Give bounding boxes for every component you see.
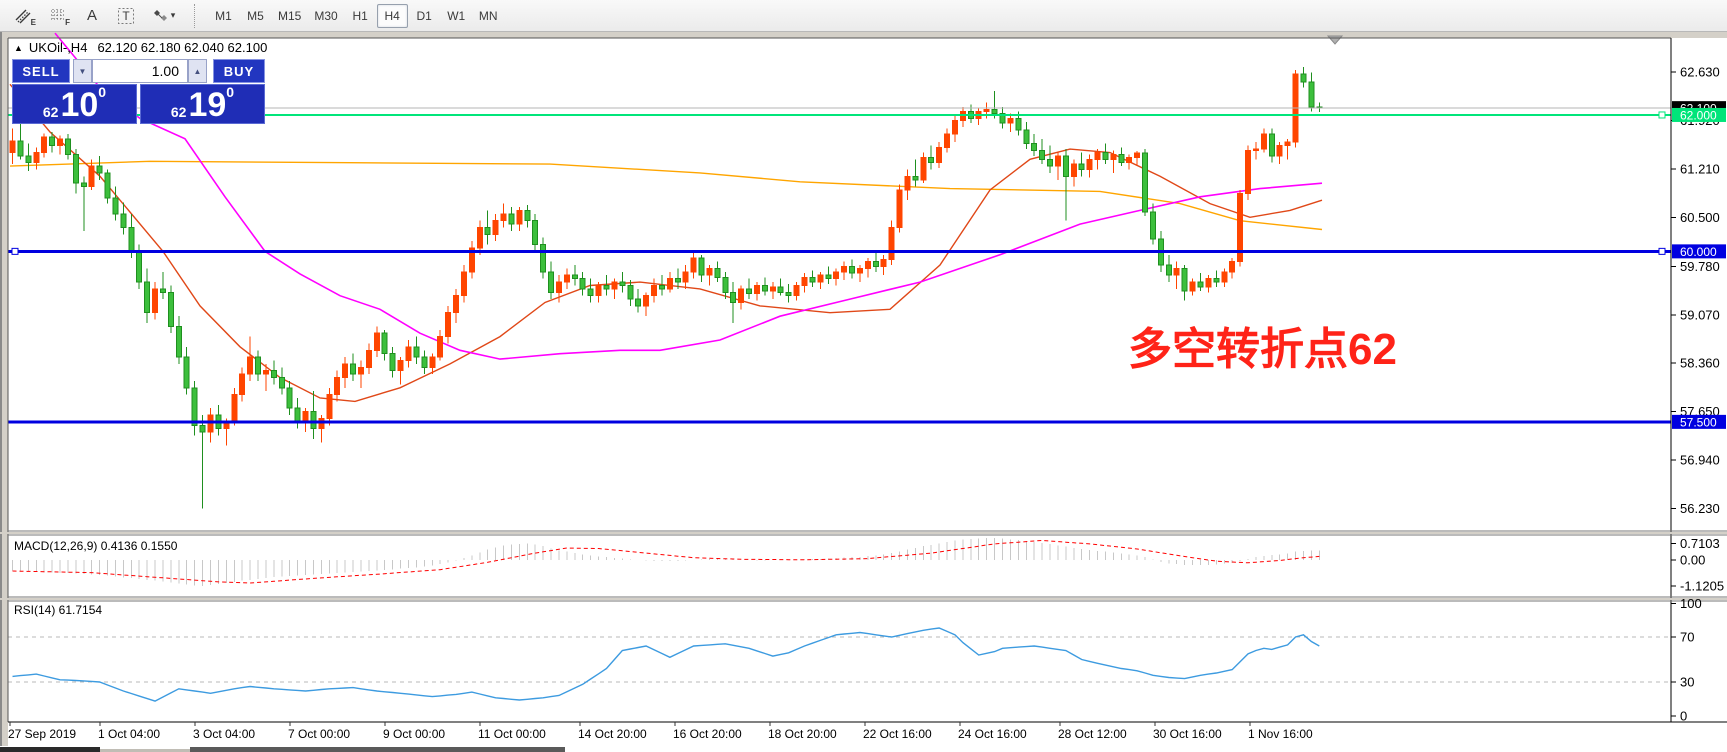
timeframe-h1[interactable]: H1 (345, 4, 376, 28)
sell-price-box[interactable]: 62 10 0 (12, 84, 137, 124)
text-label-icon[interactable]: A (76, 3, 108, 29)
price-axis: 62.63061.92061.21060.50059.78059.07058.3… (1671, 65, 1724, 723)
svg-text:T: T (122, 9, 130, 23)
timeframe-m5[interactable]: M5 (240, 4, 271, 28)
svg-text:56.230: 56.230 (1680, 501, 1720, 516)
svg-text:56.940: 56.940 (1680, 453, 1720, 468)
svg-text:100: 100 (1680, 596, 1702, 611)
svg-text:28 Oct 12:00: 28 Oct 12:00 (1058, 727, 1127, 741)
svg-text:18 Oct 20:00: 18 Oct 20:00 (768, 727, 837, 741)
timeframe-mn[interactable]: MN (473, 4, 504, 28)
svg-text:22 Oct 16:00: 22 Oct 16:00 (863, 727, 932, 741)
chart-annotation-text: 多空转折点62 (1128, 325, 1397, 374)
timeframe-h4[interactable]: H4 (376, 3, 408, 28)
svg-text:27 Sep 2019: 27 Sep 2019 (8, 727, 76, 741)
chart-header: ▲ UKOil-,H4 62.120 62.180 62.040 62.100 (14, 40, 267, 55)
svg-text:24 Oct 16:00: 24 Oct 16:00 (958, 727, 1027, 741)
timeframe-w1[interactable]: W1 (441, 4, 472, 28)
fibonacci-grid-icon[interactable]: F (42, 3, 74, 29)
svg-text:30: 30 (1680, 675, 1694, 690)
hline-handle (11, 247, 19, 255)
svg-text:16 Oct 20:00: 16 Oct 20:00 (673, 727, 742, 741)
macd-signal-line (12, 539, 1320, 584)
ma-slow-orange (9, 160, 1323, 231)
buy-price-frac: 0 (226, 84, 235, 100)
svg-text:60.500: 60.500 (1680, 210, 1720, 225)
trade-panel-price-row: 62 10 0 62 19 0 (12, 84, 265, 124)
timeframe-d1[interactable]: D1 (409, 4, 440, 28)
toolbar-separator (194, 3, 196, 28)
svg-text:62.000: 62.000 (1680, 108, 1717, 122)
volume-input[interactable] (92, 59, 188, 83)
svg-text:62.630: 62.630 (1680, 65, 1720, 80)
svg-text:11 Oct 00:00: 11 Oct 00:00 (478, 727, 546, 741)
sell-price-frac: 0 (98, 84, 107, 100)
collapse-triangle-icon[interactable]: ▲ (14, 43, 23, 53)
toolbar: E F A T ▾ M1 M5 M15 M30 H1 H4 D1 W1 MN (0, 0, 1727, 32)
hline-handle (1658, 111, 1666, 119)
symbol-period-label: UKOil-,H4 (28, 40, 88, 55)
macd-pane-title: MACD(12,26,9) 0.4136 0.1550 (14, 539, 178, 553)
svg-text:7 Oct 00:00: 7 Oct 00:00 (288, 727, 350, 741)
arrow-objects-icon[interactable]: ▾ (144, 3, 184, 29)
trade-panel-top-row: SELL ▼ ▲ BUY (12, 59, 265, 83)
volume-decrease-button[interactable]: ▼ (73, 59, 92, 83)
svg-text:3 Oct 04:00: 3 Oct 04:00 (193, 727, 255, 741)
svg-text:58.360: 58.360 (1680, 356, 1720, 371)
equidistant-channel-icon[interactable]: E (8, 3, 40, 29)
svg-text:-1.1205: -1.1205 (1680, 578, 1724, 593)
svg-text:61.210: 61.210 (1680, 161, 1720, 176)
svg-text:0.00: 0.00 (1680, 553, 1705, 568)
one-click-trading-panel: SELL ▼ ▲ BUY 62 10 0 62 19 0 (12, 59, 265, 124)
svg-text:70: 70 (1680, 630, 1694, 645)
svg-text:0.7103: 0.7103 (1680, 536, 1720, 551)
svg-text:59.070: 59.070 (1680, 307, 1720, 322)
svg-text:0: 0 (1680, 708, 1687, 723)
svg-text:1 Oct 04:00: 1 Oct 04:00 (98, 727, 160, 741)
buy-price-base: 62 (170, 104, 187, 120)
rsi-line (12, 627, 1320, 702)
macd-pane (12, 538, 1320, 586)
timeframe-m30[interactable]: M30 (308, 4, 343, 28)
timeframe-m1[interactable]: M1 (208, 4, 239, 28)
svg-text:59.780: 59.780 (1680, 259, 1720, 274)
text-box-icon[interactable]: T (110, 3, 142, 29)
svg-text:57.500: 57.500 (1680, 415, 1717, 429)
svg-text:30 Oct 16:00: 30 Oct 16:00 (1153, 727, 1222, 741)
sell-price-pips: 10 (60, 86, 99, 124)
svg-text:1 Nov 16:00: 1 Nov 16:00 (1248, 727, 1313, 741)
svg-text:14 Oct 20:00: 14 Oct 20:00 (578, 727, 647, 741)
timeframe-group: M1 M5 M15 M30 H1 H4 D1 W1 MN (208, 3, 504, 28)
chevron-down-icon: ▾ (170, 10, 176, 20)
ma-magenta (54, 32, 1323, 360)
buy-price-box[interactable]: 62 19 0 (140, 84, 265, 124)
sell-button[interactable]: SELL (12, 59, 70, 83)
svg-text:60.000: 60.000 (1680, 245, 1717, 259)
volume-increase-button[interactable]: ▲ (188, 59, 207, 83)
candles-group (9, 67, 1323, 509)
buy-button[interactable]: BUY (213, 59, 265, 83)
sell-price-base: 62 (42, 104, 59, 120)
hline-handle (1658, 247, 1666, 255)
buy-price-pips: 19 (188, 86, 227, 124)
ohlc-values: 62.120 62.180 62.040 62.100 (97, 40, 268, 55)
rsi-pane-title: RSI(14) 61.7154 (14, 603, 103, 617)
time-axis: 27 Sep 2019 1 Oct 04:00 3 Oct 04:00 7 Oct 0… (8, 722, 1313, 741)
timeframe-m15[interactable]: M15 (272, 4, 307, 28)
svg-text:9 Oct 00:00: 9 Oct 00:00 (383, 727, 445, 741)
